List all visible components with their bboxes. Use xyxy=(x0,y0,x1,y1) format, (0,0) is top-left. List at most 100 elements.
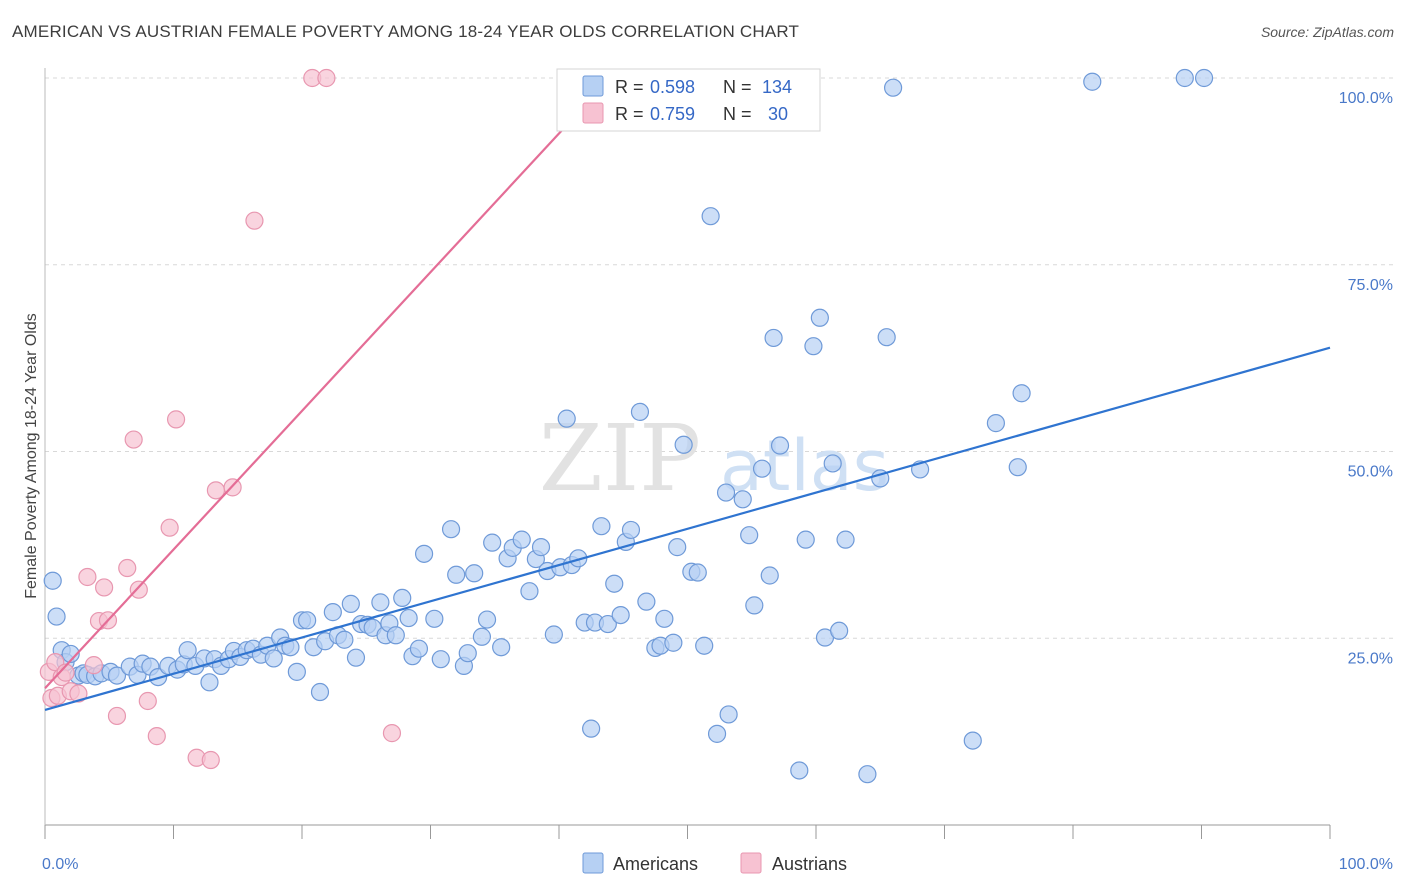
american-point xyxy=(716,483,736,502)
american-point xyxy=(790,761,809,780)
legend-r-label: R = xyxy=(615,77,644,97)
american-point xyxy=(1012,384,1031,403)
bottom-legend-austrians: Austrians xyxy=(772,854,847,874)
american-point xyxy=(986,414,1006,433)
y-tick-label: 100.0% xyxy=(1339,90,1393,107)
american-point xyxy=(61,644,80,664)
american-point xyxy=(695,636,714,655)
american-point xyxy=(883,78,903,97)
trend-line-austrians xyxy=(44,77,612,690)
american-point xyxy=(745,596,764,615)
american-point xyxy=(796,530,815,549)
y-axis-title: Female Poverty Among 18-24 Year Olds xyxy=(23,313,40,599)
american-point xyxy=(664,633,683,652)
american-point xyxy=(707,724,727,743)
american-point xyxy=(637,592,656,611)
american-point xyxy=(830,621,849,640)
trend-lines xyxy=(44,77,1331,712)
legend-r-americans: 0.598 xyxy=(650,77,695,97)
austrian-point xyxy=(166,410,186,429)
american-point xyxy=(836,530,855,549)
american-point xyxy=(472,627,491,646)
austrian-point xyxy=(84,656,103,675)
american-point xyxy=(335,630,354,649)
legend-n-austrians: 30 xyxy=(768,104,788,124)
american-point xyxy=(399,608,418,628)
american-point xyxy=(441,520,461,539)
american-point xyxy=(107,666,127,685)
american-point xyxy=(264,649,283,668)
american-point xyxy=(770,436,790,455)
american-point xyxy=(298,611,317,630)
american-point xyxy=(858,765,877,784)
american-point xyxy=(733,490,752,509)
american-point xyxy=(425,609,444,628)
grid xyxy=(45,77,1395,639)
american-point xyxy=(386,626,405,645)
american-point xyxy=(630,402,650,422)
bottom-legend-swatch-americans xyxy=(582,852,604,874)
american-point xyxy=(621,520,641,540)
american-point xyxy=(431,650,450,669)
bottom-legend-americans: Americans xyxy=(613,854,698,874)
american-point xyxy=(740,526,759,545)
american-point xyxy=(512,530,531,549)
american-point xyxy=(582,719,601,738)
american-point xyxy=(598,614,617,634)
legend: R = 0.598 N = 134 R = 0.759 N = 30 xyxy=(556,68,821,132)
american-point xyxy=(804,337,823,356)
y-tick-label: 75.0% xyxy=(1348,277,1393,294)
american-point xyxy=(47,607,66,626)
legend-r-austrians: 0.759 xyxy=(650,104,695,124)
american-point xyxy=(346,648,366,667)
legend-n-label: N = xyxy=(723,104,752,124)
x-tick-label: 0.0% xyxy=(42,856,78,873)
austrian-point xyxy=(245,211,264,230)
american-point xyxy=(483,533,502,552)
austrian-point xyxy=(124,430,143,449)
american-point xyxy=(719,705,738,724)
american-point xyxy=(520,582,539,601)
american-point xyxy=(963,731,982,750)
american-point xyxy=(477,610,497,629)
american-point xyxy=(592,517,611,536)
austrian-point xyxy=(317,68,336,88)
y-tick-label: 25.0% xyxy=(1348,650,1393,667)
austrian-point xyxy=(78,567,97,587)
american-point xyxy=(760,566,779,585)
y-tick-label: 50.0% xyxy=(1348,464,1393,481)
american-point xyxy=(674,435,693,454)
american-point xyxy=(409,639,429,658)
american-point xyxy=(465,564,484,583)
legend-n-americans: 134 xyxy=(762,77,792,97)
legend-n-label: N = xyxy=(723,77,752,97)
american-point xyxy=(1175,68,1194,88)
american-point xyxy=(544,625,563,644)
american-point xyxy=(447,565,466,584)
american-point xyxy=(668,538,687,557)
austrian-point xyxy=(69,684,88,703)
american-point xyxy=(611,605,630,625)
austrian-point xyxy=(147,727,166,746)
austrian-point xyxy=(118,558,137,578)
series-americans xyxy=(43,68,1214,784)
american-point xyxy=(43,571,62,590)
legend-swatch-americans xyxy=(582,75,604,97)
trend-line-americans xyxy=(44,346,1331,712)
legend-r-label: R = xyxy=(615,104,644,124)
austrian-point xyxy=(138,691,157,711)
austrian-point xyxy=(129,580,148,599)
american-point xyxy=(701,207,720,226)
austrian-point xyxy=(382,724,402,743)
legend-swatch-austrians xyxy=(582,102,604,124)
american-point xyxy=(823,454,842,473)
american-point xyxy=(200,673,219,692)
american-point xyxy=(310,682,330,702)
series-austrians xyxy=(39,68,576,770)
austrian-point xyxy=(56,663,75,682)
american-point xyxy=(341,594,360,613)
tick-labels: 25.0% 50.0% 75.0% 100.0% 0.0% 100.0% xyxy=(42,90,1393,873)
american-point xyxy=(371,593,390,612)
american-point xyxy=(877,328,896,347)
